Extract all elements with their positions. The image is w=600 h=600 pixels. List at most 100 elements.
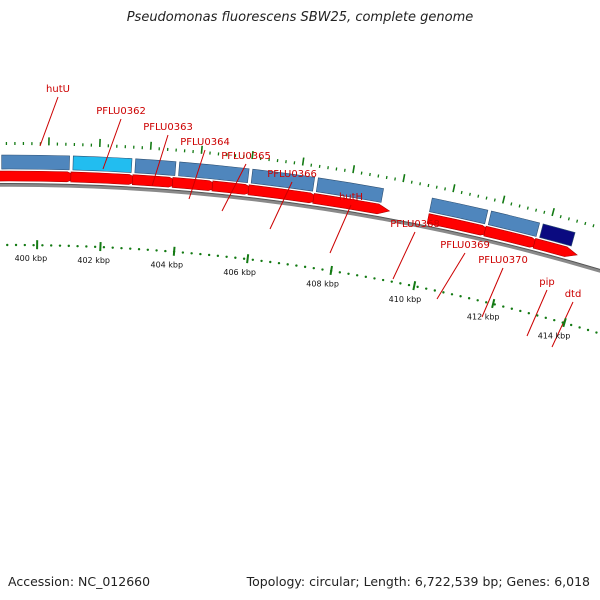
ruler-dot [586,328,590,332]
gene-label[interactable]: dtd [565,289,582,300]
outer-tick-mark [584,221,587,226]
ruler-dot [242,257,246,260]
genome-backbone [0,183,600,273]
ruler-dot [544,316,547,320]
ruler-dot [321,268,324,271]
cds-arrow[interactable] [0,170,80,183]
gene-block[interactable] [178,161,250,183]
ruler-dot [303,265,307,269]
gene-label[interactable]: PFLU0370 [478,255,528,266]
ruler-major-tick [329,265,333,276]
ruler-dot [120,246,123,250]
gene-leader-line [102,118,122,170]
ruler-dot [493,303,496,306]
outer-tick-mark [452,184,456,193]
gene-label[interactable]: PFLU0362 [96,106,146,117]
ruler-dot [399,282,402,285]
ruler-dot [225,255,228,258]
ruler-dot [129,247,132,250]
ruler-dot [146,248,150,251]
ruler-dot [561,321,564,324]
gene-leader-line [269,181,293,230]
outer-tick-mark [485,196,488,200]
outer-tick-mark [394,177,396,181]
ruler-dot [416,285,419,289]
ruler-dot [164,249,167,253]
ruler-dot [23,243,27,247]
outer-tick-mark [493,198,496,202]
outer-tick-mark [419,182,422,186]
ruler-dot [67,244,70,248]
ruler-dot [467,297,471,300]
gene-block[interactable] [134,158,177,176]
ruler-dot [450,293,454,296]
ruler-dot [536,314,539,317]
outer-tick-mark [200,145,203,154]
outer-tick-mark [377,174,380,178]
ruler-dot [459,295,462,298]
ruler-dot [277,261,281,265]
ruler-dot [286,263,289,266]
gene-label[interactable]: pip [539,277,554,288]
gene-label[interactable]: PFLU0369 [440,240,490,251]
ruler-track: 400 kbp 402 kbp 404 kbp 406 kbp 408 kbp 410 k… [6,240,598,340]
gene-leader-line [221,163,247,212]
cds-arrow[interactable] [70,171,142,185]
ruler-dot [553,318,556,322]
gene-label[interactable]: PFLU0366 [267,169,317,180]
ruler-dot [58,244,62,247]
outer-tick-mark [352,165,356,174]
gene-label[interactable]: PFLU0368 [390,219,440,230]
gene-label[interactable]: PFLU0363 [143,122,193,133]
gene-label[interactable]: PFLU0365 [221,151,271,162]
ruler-dot [41,244,44,247]
ruler-dot [6,243,9,247]
ruler-dot [502,305,505,308]
ruler-dot [347,272,350,276]
outer-tick-mark [369,172,371,177]
ruler-dot [390,280,393,283]
ruler-dot [85,245,88,248]
ruler-dot [102,246,106,249]
gene-track [1,154,576,247]
cds-arrow[interactable] [532,238,578,257]
outer-tick-mark [501,195,506,204]
ruler-dot [476,299,479,302]
ruler-major-tick [412,281,417,291]
gene-block[interactable] [250,168,316,192]
ruler-dot [155,249,158,252]
outer-tick-mark [567,217,570,221]
ruler-dot [207,253,211,257]
ruler-label: 404 kbp [150,261,183,270]
gene-block[interactable] [429,197,489,225]
outer-tick-mark [543,210,546,214]
ruler-dot [510,307,514,310]
gene-block[interactable] [1,154,70,171]
gene-label[interactable]: hutH [339,192,363,203]
outer-tick-mark [460,190,463,195]
gene-block[interactable] [72,155,133,173]
gene-block[interactable] [539,223,576,247]
outer-tick-mark [526,206,529,210]
gene-block[interactable] [315,177,384,203]
outer-tick-mark [410,180,413,184]
outer-tick-mark [592,224,595,228]
gene-leader-line [436,252,466,300]
gene-label[interactable]: PFLU0364 [180,137,230,148]
ruler-dot [260,259,263,263]
ruler-major-tick [562,317,567,328]
ruler-dot [14,243,18,247]
ruler-dot [234,256,237,259]
gene-label[interactable]: hutU [46,84,70,95]
cds-arrow[interactable] [312,193,391,215]
ruler-label: 406 kbp [223,268,256,277]
topology-text: Topology: circular; Length: 6,722,539 bp… [246,574,590,589]
gene-leader-line [551,301,574,348]
ruler-dot [269,260,272,264]
gene-block[interactable] [487,210,540,237]
ruler-dot [578,326,581,329]
ruler-major-tick [172,246,176,256]
outer-tick-mark [427,183,430,188]
outer-tick-mark [510,202,513,206]
